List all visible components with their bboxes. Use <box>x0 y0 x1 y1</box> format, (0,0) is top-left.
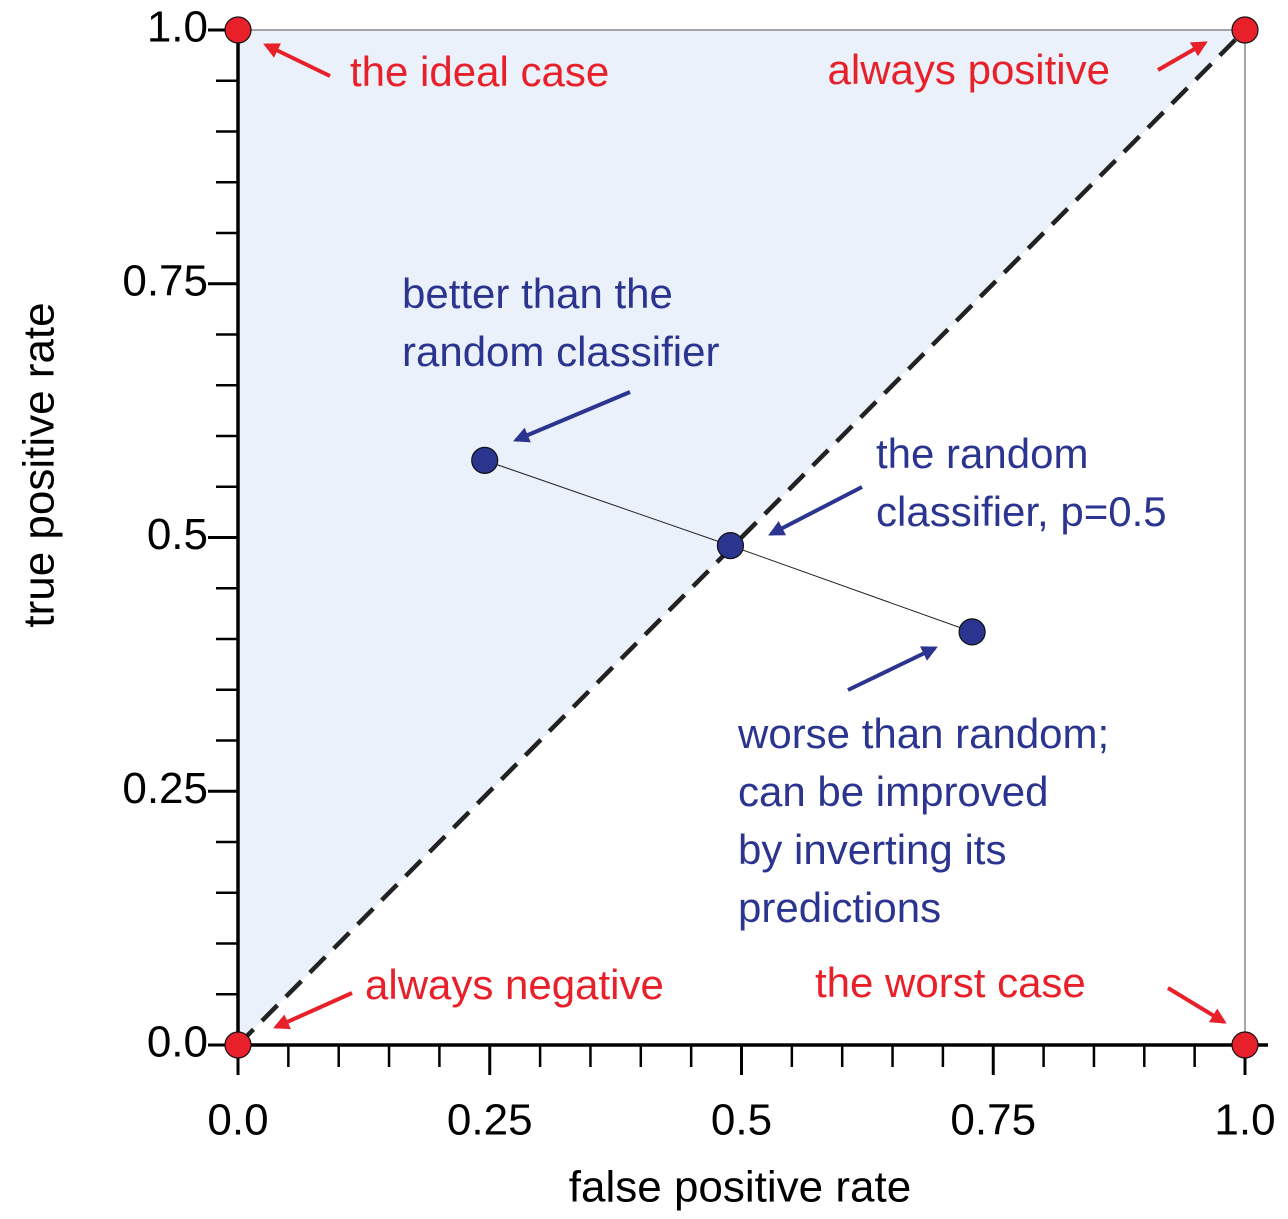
annotation: classifier, p=0.5 <box>876 488 1167 535</box>
arrow <box>513 390 631 443</box>
arrow <box>1166 986 1227 1024</box>
y-tick-label: 0.25 <box>122 764 208 813</box>
arrow <box>847 646 938 692</box>
point <box>471 446 499 474</box>
annotation: random classifier <box>402 328 719 375</box>
point <box>716 532 745 560</box>
annotation: always negative <box>365 961 664 1008</box>
x-tick-label: 0.25 <box>447 1096 533 1145</box>
annotation: the worst case <box>815 959 1086 1006</box>
point <box>958 618 986 646</box>
annotation: the random <box>876 430 1088 477</box>
x-tick-label: 1.0 <box>1214 1096 1275 1145</box>
point <box>1231 16 1259 44</box>
arrow <box>1157 41 1208 72</box>
x-axis-label: false positive rate <box>569 1163 911 1212</box>
y-tick-label: 0.75 <box>122 256 208 305</box>
arrow <box>768 485 863 536</box>
annotation: by inverting its <box>738 826 1006 873</box>
x-tick-label: 0.0 <box>207 1096 268 1145</box>
annotation: the ideal case <box>350 48 609 95</box>
annotation: better than the <box>402 270 673 317</box>
y-tick-label: 0.5 <box>147 510 208 559</box>
annotation: can be improved <box>738 768 1049 815</box>
point <box>224 1031 252 1059</box>
point <box>224 16 252 44</box>
random-diagonal <box>236 28 1247 1047</box>
x-tick-label: 0.5 <box>711 1096 772 1145</box>
y-axis-label: true positive rate <box>15 302 64 627</box>
x-tick-label: 0.75 <box>950 1096 1036 1145</box>
annotation: worse than random; <box>737 710 1109 757</box>
y-tick-label: 0.0 <box>147 1018 208 1067</box>
arrow <box>273 991 353 1030</box>
annotation: predictions <box>738 884 941 931</box>
annotation: always positive <box>828 46 1110 93</box>
point <box>1231 1031 1259 1059</box>
arrows <box>263 41 1227 1030</box>
y-tick-label: 1.0 <box>147 3 208 52</box>
arrow <box>263 43 331 78</box>
